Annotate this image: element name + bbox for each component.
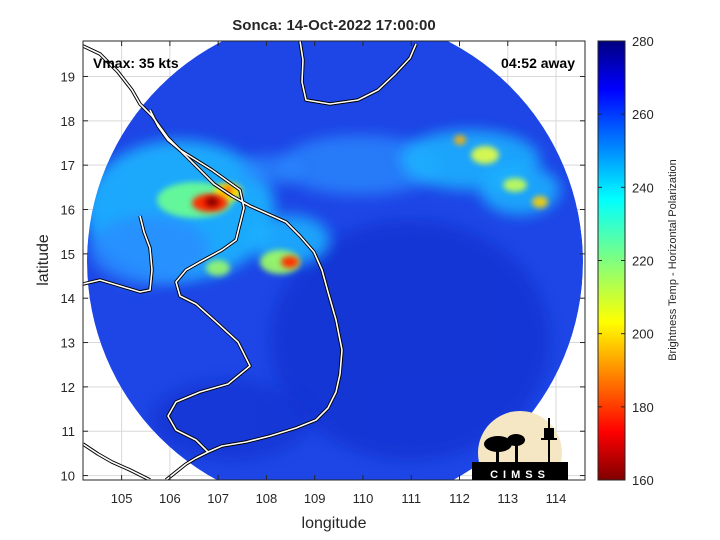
cimss-logo: CIMSS bbox=[472, 411, 568, 481]
y-tick-label: 13 bbox=[61, 336, 75, 351]
vmax-annotation: Vmax: 35 kts bbox=[93, 55, 179, 71]
y-tick-label: 17 bbox=[61, 158, 75, 173]
y-axis: 10 11 12 13 14 15 16 17 18 19 bbox=[61, 69, 585, 484]
convective-core bbox=[281, 256, 299, 268]
colorbar-tick-label: 160 bbox=[632, 473, 654, 488]
convection-area bbox=[206, 260, 230, 276]
y-axis-label: latitude bbox=[35, 234, 52, 286]
convection-area bbox=[503, 178, 527, 192]
y-tick-label: 15 bbox=[61, 247, 75, 262]
x-tick-label: 110 bbox=[353, 491, 374, 506]
colorbar-tick-label: 180 bbox=[632, 400, 654, 415]
x-tick-label: 111 bbox=[401, 491, 421, 506]
x-axis-label: longitude bbox=[302, 515, 367, 532]
x-tick-label: 114 bbox=[546, 491, 567, 506]
x-tick-label: 109 bbox=[304, 491, 326, 506]
convective-core bbox=[205, 197, 219, 207]
axes-frame bbox=[82, 40, 586, 481]
colorbar-tick-label: 260 bbox=[632, 107, 654, 122]
x-tick-label: 108 bbox=[256, 491, 278, 506]
y-tick-label: 18 bbox=[61, 114, 75, 129]
convection-area bbox=[471, 146, 499, 164]
dark-ocean-region bbox=[270, 220, 550, 460]
colorbar-tick-label: 200 bbox=[632, 327, 654, 342]
y-tick-label: 12 bbox=[61, 380, 75, 395]
logo-text: CIMSS bbox=[490, 469, 550, 481]
colorbar bbox=[597, 40, 626, 481]
convection-area bbox=[454, 135, 466, 145]
colorbar-tick-label: 240 bbox=[632, 180, 654, 195]
x-tick-label: 112 bbox=[449, 491, 470, 506]
swath-image bbox=[87, 41, 583, 480]
cloud-mass bbox=[280, 135, 440, 195]
y-tick-label: 11 bbox=[62, 424, 76, 439]
x-tick-label: 106 bbox=[159, 491, 181, 506]
colorbar-label: Brightness Temp - Horizontal Polarizatio… bbox=[667, 159, 679, 361]
cloud-mass bbox=[240, 155, 300, 185]
x-tick-label: 113 bbox=[497, 491, 518, 506]
y-tick-label: 19 bbox=[61, 69, 75, 84]
dark-ocean-region bbox=[150, 380, 310, 460]
convection-area bbox=[532, 196, 548, 208]
y-tick-label: 16 bbox=[61, 203, 75, 218]
time-away-annotation: 04:52 away bbox=[501, 55, 575, 71]
x-tick-label: 105 bbox=[111, 491, 133, 506]
colorbar-tick-label: 280 bbox=[632, 34, 654, 49]
x-tick-label: 107 bbox=[207, 491, 229, 506]
y-tick-label: 10 bbox=[61, 469, 75, 484]
y-tick-label: 14 bbox=[61, 291, 75, 306]
chart-title: Sonca: 14-Oct-2022 17:00:00 bbox=[232, 17, 435, 34]
colorbar-ticks: 160 180 200 220 240 260 280 bbox=[598, 34, 654, 488]
x-axis: 105 106 107 108 109 110 111 112 113 114 bbox=[111, 41, 567, 506]
colorbar-tick-label: 220 bbox=[632, 254, 654, 269]
coastlines bbox=[83, 41, 418, 480]
